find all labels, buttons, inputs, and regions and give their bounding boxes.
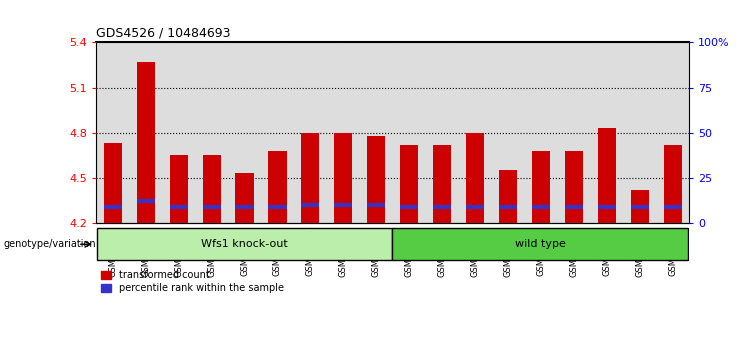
Bar — [236, 173, 253, 223]
Bar — [631, 190, 649, 223]
Bar — [400, 205, 418, 209]
Bar — [466, 205, 484, 209]
Bar — [565, 205, 583, 209]
Bar — [459, 42, 491, 223]
Bar — [499, 170, 517, 223]
Bar — [268, 151, 287, 223]
Bar — [334, 133, 353, 223]
Bar — [294, 42, 327, 223]
Bar — [136, 199, 155, 203]
Text: GDS4526 / 10484693: GDS4526 / 10484693 — [96, 27, 231, 40]
Bar — [228, 42, 261, 223]
Bar — [360, 42, 393, 223]
Bar — [598, 128, 616, 223]
Bar — [268, 205, 287, 209]
Bar — [202, 155, 221, 223]
Bar — [170, 205, 187, 209]
Bar — [598, 205, 616, 209]
Bar — [425, 42, 459, 223]
Bar — [334, 204, 353, 207]
Bar — [532, 205, 550, 209]
Bar — [657, 42, 689, 223]
Bar — [368, 136, 385, 223]
FancyBboxPatch shape — [97, 228, 392, 260]
Bar — [532, 151, 550, 223]
Bar — [136, 62, 155, 223]
Bar — [664, 205, 682, 209]
Bar — [664, 145, 682, 223]
Bar — [302, 133, 319, 223]
Bar — [327, 42, 360, 223]
Bar — [104, 205, 122, 209]
Bar — [129, 42, 162, 223]
Bar — [591, 42, 623, 223]
Bar — [368, 204, 385, 207]
Text: genotype/variation: genotype/variation — [4, 239, 96, 249]
Bar — [400, 145, 418, 223]
Bar — [236, 205, 253, 209]
FancyBboxPatch shape — [392, 228, 688, 260]
Bar — [499, 205, 517, 209]
Bar — [261, 42, 294, 223]
Bar — [393, 42, 425, 223]
Bar — [623, 42, 657, 223]
Bar — [466, 133, 484, 223]
Bar — [96, 42, 129, 223]
Bar — [525, 42, 557, 223]
Bar — [162, 42, 195, 223]
Bar — [433, 145, 451, 223]
Bar — [202, 205, 221, 209]
Bar — [557, 42, 591, 223]
Bar — [631, 205, 649, 209]
Text: wild type: wild type — [516, 239, 566, 249]
Legend: transformed count, percentile rank within the sample: transformed count, percentile rank withi… — [102, 270, 284, 293]
Bar — [170, 155, 187, 223]
Bar — [195, 42, 228, 223]
Text: Wfs1 knock-out: Wfs1 knock-out — [201, 239, 288, 249]
Bar — [565, 151, 583, 223]
Bar — [302, 204, 319, 207]
Bar — [104, 143, 122, 223]
Bar — [433, 205, 451, 209]
Bar — [491, 42, 525, 223]
